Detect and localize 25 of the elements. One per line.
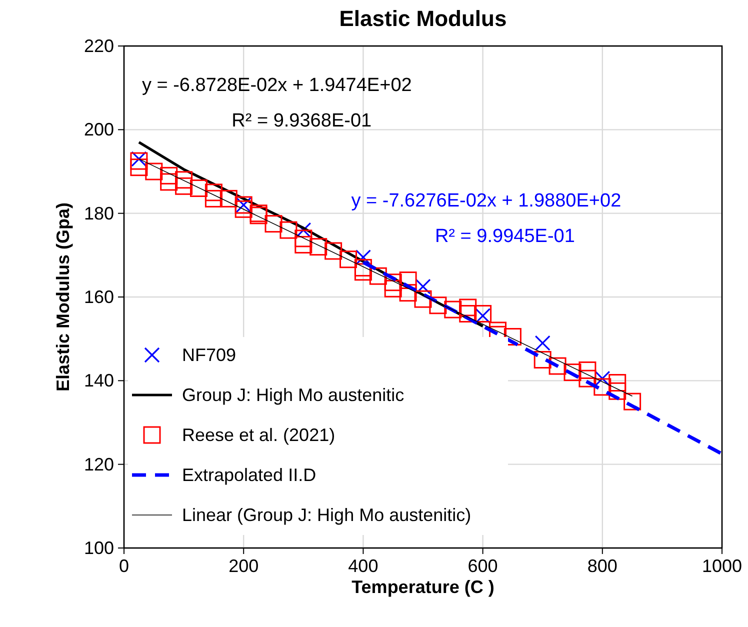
legend-label: Linear (Group J: High Mo austenitic)	[182, 505, 472, 525]
y-axis-title: Elastic Modulus (Gpa)	[53, 202, 73, 392]
x-tick-label: 0	[118, 556, 130, 576]
legend-label: Group J: High Mo austenitic	[182, 385, 404, 405]
chart-title: Elastic Modulus	[339, 6, 507, 31]
legend-label: NF709	[182, 345, 236, 365]
y-tick-label: 200	[84, 120, 114, 140]
y-tick-label: 120	[84, 454, 114, 474]
x-tick-label: 400	[348, 556, 378, 576]
y-tick-label: 100	[84, 538, 114, 558]
x-axis-title: Temperature (C )	[352, 577, 494, 597]
y-tick-label: 140	[84, 370, 114, 391]
annotation: y = -7.6276E-02x + 1.9880E+02	[351, 190, 622, 212]
annotation: R² = 9.9945E-01	[434, 226, 575, 247]
y-tick-label: 160	[84, 287, 114, 307]
y-tick-label: 180	[84, 203, 114, 224]
annotation: y = -6.8728E-02x + 1.9474E+02	[142, 75, 412, 96]
legend-label: Reese et al. (2021)	[182, 425, 336, 445]
x-tick-label: 1000	[702, 556, 742, 576]
x-tick-label: 800	[587, 556, 618, 576]
annotation: R² = 9.9368E-01	[232, 110, 372, 132]
x-tick-label: 200	[228, 556, 259, 576]
legend-label: Extrapolated II.D	[182, 465, 316, 485]
x-tick-label: 600	[468, 556, 498, 576]
y-tick-label: 220	[84, 36, 114, 56]
